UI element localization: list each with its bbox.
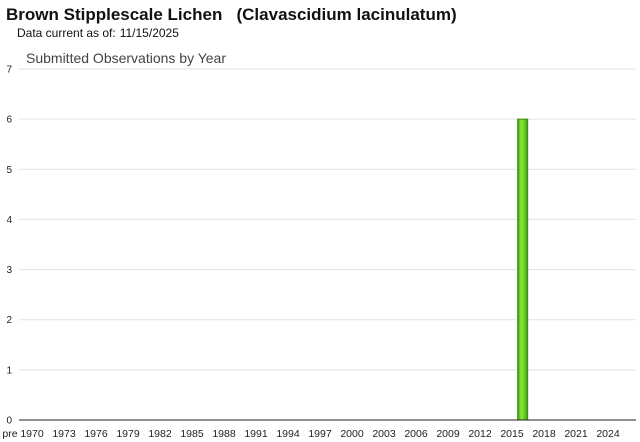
x-tick-label: 2015 xyxy=(500,428,524,440)
x-tick-label: 1973 xyxy=(52,428,76,440)
data-current-date: 11/15/2025 xyxy=(119,26,179,40)
chart-title: Submitted Observations by Year xyxy=(26,50,226,66)
x-axis-ticks: pre 1970 1973 1976 1979 1982 1985 1988 1991 1994 1… xyxy=(2,428,619,440)
x-tick-label: 1997 xyxy=(308,428,332,440)
y-tick-label: 2 xyxy=(6,315,12,326)
data-current-note: Data current as of: 11/15/2025 xyxy=(17,26,183,40)
x-tick-label: 1985 xyxy=(180,428,204,440)
x-tick-label: pre xyxy=(2,428,17,440)
x-tick-label: 1988 xyxy=(212,428,236,440)
x-tick-label: 1970 xyxy=(20,428,44,440)
x-tick-label: 2024 xyxy=(596,428,620,440)
x-tick-label: 2009 xyxy=(436,428,460,440)
x-tick-label: 2006 xyxy=(404,428,428,440)
x-tick-label: 1982 xyxy=(148,428,172,440)
y-tick-label: 1 xyxy=(6,365,12,376)
page-title: Brown Stipplescale Lichen (Clavascidium … xyxy=(6,5,457,24)
y-tick-label: 7 xyxy=(6,65,12,76)
y-axis-ticks: 0 1 2 3 4 5 6 7 xyxy=(6,65,12,427)
y-tick-label: 0 xyxy=(6,416,12,427)
x-tick-label: 1991 xyxy=(244,428,268,440)
x-tick-label: 1979 xyxy=(116,428,140,440)
bar-layer xyxy=(517,118,529,421)
y-tick-label: 6 xyxy=(6,115,12,126)
x-tick-label: 2000 xyxy=(340,428,364,440)
x-tick-label: 2021 xyxy=(564,428,588,440)
y-tick-label: 3 xyxy=(6,265,12,276)
grid-layer xyxy=(19,68,636,371)
bar-2016 xyxy=(517,118,529,421)
x-tick-label: 2018 xyxy=(532,428,556,440)
x-tick-label: 1976 xyxy=(84,428,108,440)
x-tick-label: 1994 xyxy=(276,428,300,440)
y-tick-label: 4 xyxy=(6,215,12,226)
y-tick-label: 5 xyxy=(6,165,12,176)
data-current-label: Data current as of: xyxy=(17,26,116,40)
x-tick-label: 2003 xyxy=(372,428,396,440)
x-tick-label: 2012 xyxy=(468,428,492,440)
